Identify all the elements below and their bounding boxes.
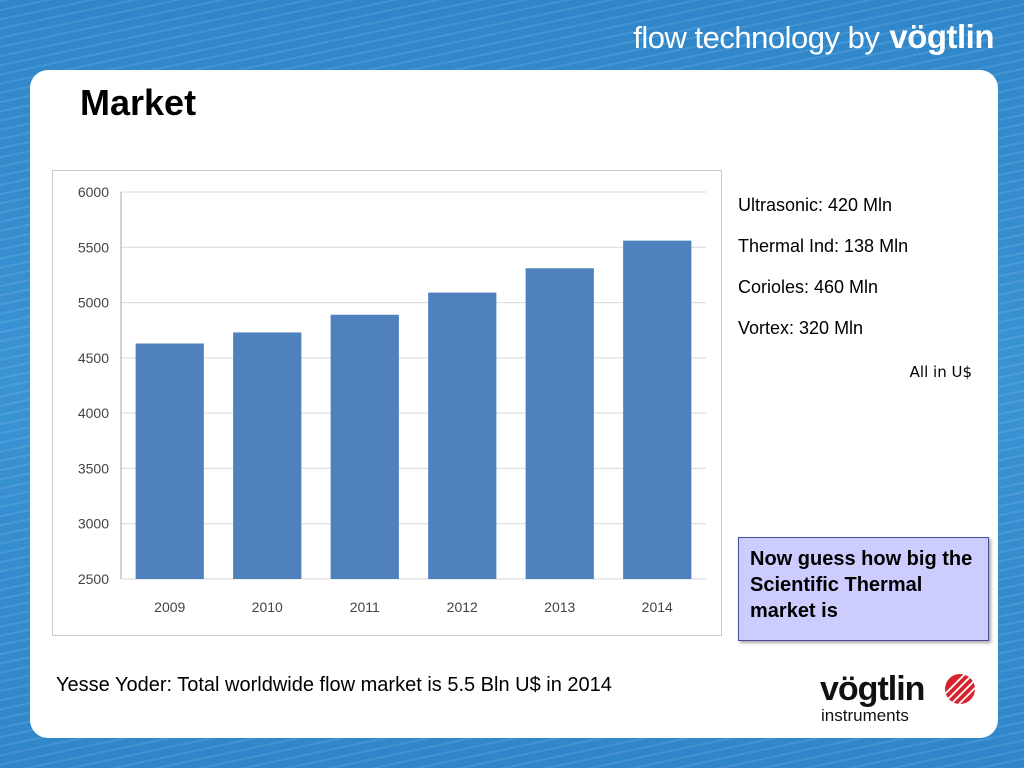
y-tick-label: 3000 <box>78 516 109 532</box>
brand-tagline: flow technology by <box>633 20 880 55</box>
market-item-ultrasonic: Ultrasonic: 420 Mln <box>738 195 893 215</box>
y-tick-label: 3500 <box>78 460 109 476</box>
market-bar-chart: 2500 3000 3500 4000 4500 5000 5500 6000 2009 2010… <box>78 184 706 615</box>
x-tick-label: 2009 <box>154 599 185 615</box>
y-tick-label: 4000 <box>78 405 109 421</box>
brand-name: vögtlin <box>889 18 994 55</box>
x-tick-label: 2014 <box>642 599 673 615</box>
market-item-thermal-ind: Thermal Ind: 138 Mln <box>738 236 909 256</box>
bar-2014 <box>623 240 692 579</box>
market-item-corioles: Corioles: 460 Mln <box>738 277 879 297</box>
x-tick-label: 2011 <box>350 599 380 615</box>
market-item-vortex: Vortex: 320 Mln <box>738 318 864 338</box>
bar-2011 <box>330 314 399 579</box>
brand-header: flow technology by vögtlin <box>633 18 994 58</box>
bar-2012 <box>428 292 497 579</box>
currency-note: All in U$ <box>909 363 972 381</box>
footer-logo-subtitle: instruments <box>821 706 909 725</box>
x-tick-label: 2012 <box>447 599 478 615</box>
y-tick-label: 5500 <box>78 239 109 255</box>
footnote-total-market: Yesse Yoder: Total worldwide flow market… <box>56 674 612 696</box>
bar-2013 <box>525 268 594 579</box>
bar-2010 <box>233 332 302 579</box>
market-breakdown-list: Ultrasonic: 420 Mln Thermal Ind: 138 Mln… <box>738 194 908 358</box>
y-tick-label: 6000 <box>78 184 109 200</box>
footer-logo-name: vögtlin <box>820 670 925 708</box>
y-tick-label: 4500 <box>78 350 109 366</box>
callout-box: Now guess how big the Scientific Thermal… <box>738 537 989 641</box>
market-chart-frame: 2500 3000 3500 4000 4500 5000 5500 6000 2009 2010… <box>52 170 722 636</box>
red-striped-disc-icon <box>945 674 975 704</box>
y-tick-label: 2500 <box>78 571 109 587</box>
footer-logo: vögtlin instruments <box>820 669 984 729</box>
x-tick-label: 2010 <box>252 599 283 615</box>
x-tick-label: 2013 <box>544 599 575 615</box>
bar-2009 <box>135 343 204 579</box>
y-tick-label: 5000 <box>78 295 109 311</box>
slide-title: Market <box>80 82 197 123</box>
